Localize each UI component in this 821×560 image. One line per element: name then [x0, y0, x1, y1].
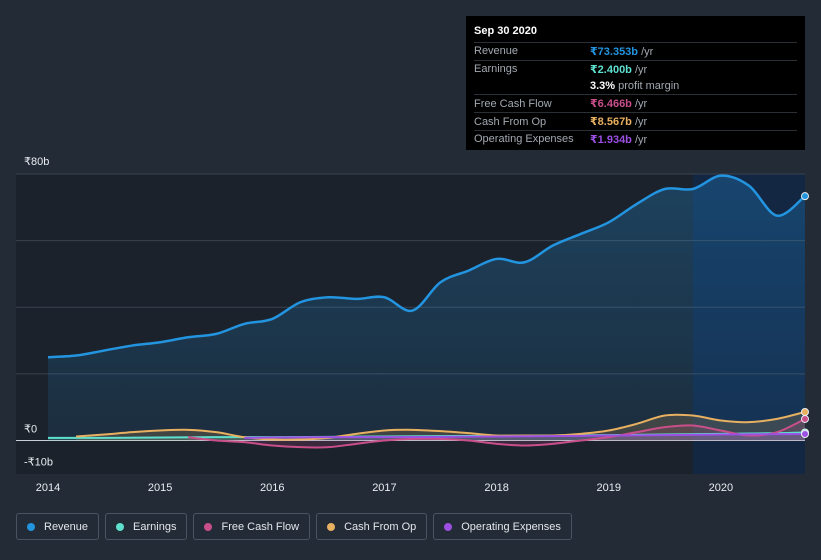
tooltip-value-unit: /yr — [638, 45, 654, 58]
x-tick-label: 2016 — [260, 482, 284, 494]
tooltip-value-number: ₹1.934b — [590, 133, 632, 146]
legend-dot-icon — [116, 522, 125, 531]
tooltip-row-label: Revenue — [474, 45, 519, 58]
y-tick-label: -₹10b — [24, 457, 53, 469]
legend-dot-icon — [327, 522, 336, 531]
operating-expenses-end-point — [801, 430, 809, 439]
legend-label: Cash From Op — [344, 520, 417, 533]
tooltip-row-label: Operating Expenses — [474, 133, 574, 146]
legend-label: Free Cash Flow — [221, 520, 300, 533]
tooltip-value-number: 3.3% — [590, 79, 616, 92]
tooltip-row-value: 3.3% profit margin — [590, 80, 679, 92]
tooltip-value-number: ₹73.353b — [590, 45, 639, 58]
legend-item-earnings[interactable]: Earnings — [105, 513, 188, 540]
legend-dot-icon — [27, 522, 35, 531]
tooltip-row: 3.3% profit margin — [474, 78, 797, 95]
x-tick-label: 2019 — [596, 482, 620, 494]
y-tick-label: ₹0 — [24, 424, 37, 436]
tooltip-value-unit: profit margin — [615, 79, 680, 92]
tooltip-row-label: Free Cash Flow — [474, 97, 552, 110]
free-cash-flow-line — [188, 418, 806, 449]
revenue-area — [48, 175, 805, 441]
x-tick-label: 2015 — [148, 482, 172, 494]
tooltip-row: Revenue ₹73.353b /yr — [474, 42, 797, 60]
tooltip-row: Operating Expenses ₹1.934b /yr — [474, 129, 797, 148]
tooltip-value-unit: /yr — [631, 98, 648, 111]
x-tick-label: 2017 — [372, 482, 396, 494]
legend-dot-icon — [444, 522, 453, 531]
legend-item-cash-from-op[interactable]: Cash From Op — [316, 513, 428, 540]
tooltip-row: Earnings ₹2.400b /yr — [474, 59, 797, 78]
y-tick-label: ₹80b — [24, 156, 49, 168]
cash-from-op-line — [75, 410, 806, 441]
free-cash-flow-end-point — [801, 414, 809, 423]
tooltip-row-value: ₹2.400b /yr — [590, 63, 647, 76]
cash-from-op-end-point — [801, 407, 809, 416]
legend-label: Operating Expenses — [461, 520, 561, 533]
revenue-line — [47, 174, 806, 359]
tooltip-row-value: ₹6.466b /yr — [590, 97, 647, 110]
tooltip-row-value: ₹8.567b /yr — [590, 115, 647, 128]
tooltip-value-unit: /yr — [631, 116, 648, 129]
tooltip-date: Sep 30 2020 — [474, 25, 537, 37]
tooltip-value-unit: /yr — [631, 63, 648, 76]
tooltip-panel: Sep 30 2020 Revenue ₹73.353b /yr Earnings ₹… — [466, 16, 805, 150]
tooltip-row-value: ₹1.934b /yr — [590, 133, 647, 146]
legend: Revenue Earnings Free Cash Flow Cash From O… — [16, 513, 572, 542]
legend-item-free-cash-flow[interactable]: Free Cash Flow — [193, 513, 311, 540]
tooltip-row: Free Cash Flow ₹6.466b /yr — [474, 94, 797, 112]
tooltip-row: Cash From Op ₹8.567b /yr — [474, 112, 797, 130]
legend-item-operating-expenses[interactable]: Operating Expenses — [433, 513, 572, 540]
tooltip-row-label: Cash From Op — [474, 115, 547, 128]
cash-from-op-area — [76, 411, 805, 441]
tooltip-value-number: ₹8.567b — [590, 116, 632, 129]
operating-expenses-line — [244, 433, 806, 439]
x-tick-label: 2014 — [36, 482, 60, 494]
free-cash-flow-area — [188, 418, 805, 448]
legend-dot-icon — [204, 522, 213, 531]
legend-label: Earnings — [133, 520, 177, 533]
legend-label: Revenue — [44, 520, 89, 533]
legend-item-revenue[interactable]: Revenue — [16, 513, 100, 540]
tooltip-value-number: ₹2.400b — [590, 63, 632, 76]
revenue-end-point — [801, 192, 809, 201]
tooltip-value-number: ₹6.466b — [590, 98, 632, 111]
tooltip-value-unit: /yr — [631, 133, 648, 146]
x-tick-label: 2018 — [484, 482, 508, 494]
tooltip-row-label: Earnings — [474, 63, 518, 76]
x-tick-label: 2020 — [709, 482, 733, 494]
tooltip-row-value: ₹73.353b /yr — [590, 45, 653, 58]
